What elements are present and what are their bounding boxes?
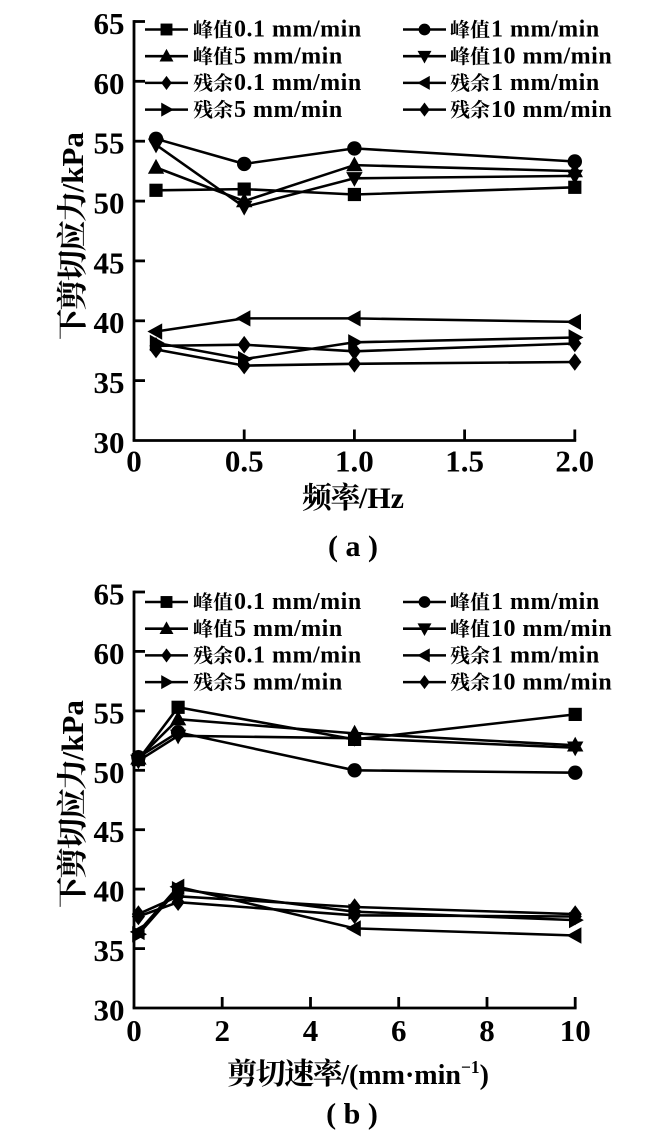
svg-text:40: 40 bbox=[94, 305, 125, 340]
svg-text:): ) bbox=[480, 1060, 489, 1091]
svg-text:10 mm/min: 10 mm/min bbox=[491, 669, 612, 695]
svg-text:5 mm/min: 5 mm/min bbox=[234, 97, 343, 123]
svg-text:10 mm/min: 10 mm/min bbox=[491, 616, 612, 642]
svg-text:4: 4 bbox=[303, 1013, 319, 1048]
svg-text:−1: −1 bbox=[461, 1057, 480, 1077]
svg-text:35: 35 bbox=[94, 933, 125, 968]
svg-text:0: 0 bbox=[126, 444, 142, 479]
svg-text:35: 35 bbox=[94, 365, 125, 400]
svg-text:0.1 mm/min: 0.1 mm/min bbox=[234, 589, 362, 615]
svg-text:0: 0 bbox=[126, 1013, 142, 1048]
svg-text:2.0: 2.0 bbox=[555, 444, 594, 479]
svg-text:( a ): ( a ) bbox=[328, 530, 378, 563]
svg-text:40: 40 bbox=[94, 874, 125, 909]
svg-text:1 mm/min: 1 mm/min bbox=[491, 589, 600, 615]
svg-text:5 mm/min: 5 mm/min bbox=[234, 616, 343, 642]
svg-text:65: 65 bbox=[94, 6, 125, 41]
svg-text:2: 2 bbox=[214, 1013, 230, 1048]
svg-text:10: 10 bbox=[560, 1013, 591, 1048]
svg-text:50: 50 bbox=[94, 186, 125, 221]
svg-text:1.0: 1.0 bbox=[335, 444, 374, 479]
svg-text:8: 8 bbox=[479, 1013, 495, 1048]
svg-text:55: 55 bbox=[94, 695, 125, 730]
svg-text:0.1 mm/min: 0.1 mm/min bbox=[234, 643, 362, 669]
svg-text:5 mm/min: 5 mm/min bbox=[234, 43, 343, 69]
svg-text:60: 60 bbox=[94, 636, 125, 671]
svg-text:1.5: 1.5 bbox=[445, 444, 484, 479]
svg-text:/Hz: /Hz bbox=[358, 482, 404, 515]
svg-text:45: 45 bbox=[94, 245, 125, 280]
svg-text:0.1 mm/min: 0.1 mm/min bbox=[234, 17, 362, 43]
svg-text:/(mm·min: /(mm·min bbox=[340, 1060, 461, 1091]
svg-text:1 mm/min: 1 mm/min bbox=[491, 70, 600, 96]
svg-text:65: 65 bbox=[94, 577, 125, 612]
svg-text:50: 50 bbox=[94, 755, 125, 790]
svg-text:30: 30 bbox=[94, 425, 125, 460]
svg-text:5 mm/min: 5 mm/min bbox=[234, 669, 343, 695]
svg-text:45: 45 bbox=[94, 814, 125, 849]
svg-text:6: 6 bbox=[391, 1013, 407, 1048]
svg-text:10 mm/min: 10 mm/min bbox=[491, 43, 612, 69]
svg-text:30: 30 bbox=[94, 993, 125, 1028]
svg-text:/kPa: /kPa bbox=[55, 132, 90, 194]
svg-text:/kPa: /kPa bbox=[55, 700, 90, 762]
svg-text:55: 55 bbox=[94, 126, 125, 161]
svg-text:60: 60 bbox=[94, 66, 125, 101]
svg-text:1 mm/min: 1 mm/min bbox=[491, 643, 600, 669]
svg-text:( b ): ( b ) bbox=[326, 1098, 378, 1131]
svg-text:10 mm/min: 10 mm/min bbox=[491, 97, 612, 123]
svg-text:0.5: 0.5 bbox=[225, 444, 264, 479]
svg-text:0.1 mm/min: 0.1 mm/min bbox=[234, 70, 362, 96]
svg-text:1 mm/min: 1 mm/min bbox=[491, 17, 600, 43]
